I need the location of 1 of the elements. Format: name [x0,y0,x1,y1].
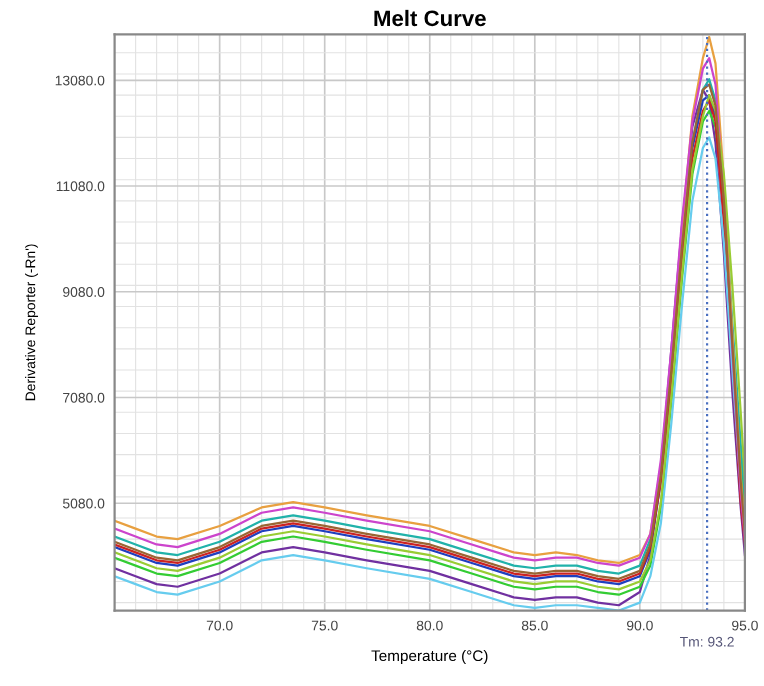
chart-title: Melt Curve [374,9,486,27]
